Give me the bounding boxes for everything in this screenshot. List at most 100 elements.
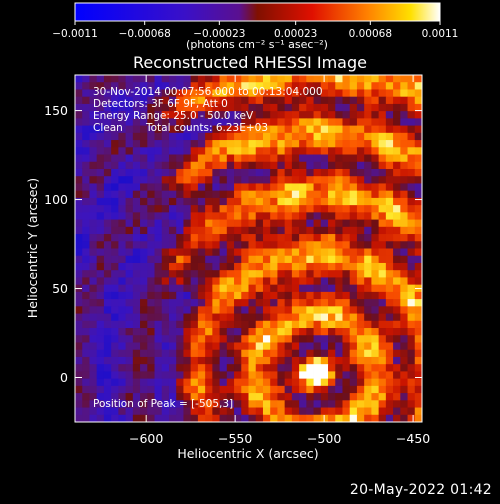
heatmap-cell (226, 414, 235, 422)
heatmap-cell (262, 378, 271, 387)
heatmap-cell (125, 407, 134, 416)
heatmap-cell (342, 364, 351, 372)
heatmap-cell (277, 132, 286, 141)
heatmap-cell (277, 306, 286, 314)
heatmap-cell (226, 262, 235, 271)
heatmap-cell (371, 168, 380, 177)
heatmap-cell (125, 349, 134, 358)
heatmap-cell (183, 414, 192, 422)
x-axis-label: Heliocentric X (arcsec) (177, 446, 318, 461)
heatmap-cell (111, 291, 119, 300)
heatmap-cell (75, 147, 83, 155)
heatmap-cell (248, 183, 257, 192)
heatmap-cell (176, 96, 184, 105)
heatmap-cell (385, 197, 394, 206)
heatmap-cell (378, 342, 387, 351)
heatmap-cell (212, 132, 220, 141)
heatmap-cell (270, 320, 278, 329)
heatmap-cell (103, 328, 112, 336)
heatmap-cell (393, 407, 401, 416)
heatmap-cell (299, 140, 307, 148)
heatmap-cell (407, 111, 416, 119)
heatmap-cell (262, 234, 271, 242)
heatmap-cell (190, 234, 199, 242)
heatmap-cell (96, 371, 105, 380)
heatmap-cell (400, 75, 408, 83)
heatmap-cell (205, 154, 213, 163)
heatmap-cell (371, 176, 380, 184)
heatmap-cell (342, 82, 351, 90)
heatmap-cell (111, 414, 119, 422)
heatmap-cell (118, 320, 127, 329)
heatmap-cell (190, 299, 199, 307)
heatmap-cell (111, 111, 119, 119)
heatmap-cell (118, 234, 127, 242)
heatmap-cell (364, 82, 372, 90)
heatmap-cell (393, 328, 401, 336)
heatmap-cell (241, 226, 249, 235)
heatmap-cell (234, 284, 242, 293)
heatmap-cell (385, 132, 394, 141)
heatmap-cell (176, 328, 184, 336)
heatmap-cell (103, 342, 112, 351)
heatmap-cell (364, 270, 372, 278)
heatmap-cell (356, 277, 365, 286)
heatmap-cell (147, 190, 155, 199)
heatmap-cell (414, 96, 422, 105)
heatmap-cell (400, 190, 408, 199)
heatmap-cell (125, 154, 134, 163)
heatmap-cell (277, 313, 286, 322)
heatmap-cell (284, 378, 293, 387)
heatmap-cell (262, 342, 271, 351)
heatmap-cell (328, 125, 336, 134)
heatmap-cell (147, 82, 155, 90)
heatmap-cell (161, 168, 170, 177)
heatmap-cell (248, 270, 257, 278)
heatmap-cell (190, 89, 199, 98)
heatmap-cell (320, 378, 329, 387)
heatmap-cell (400, 356, 408, 365)
heatmap-cell (414, 168, 422, 177)
heatmap-cell (219, 364, 228, 372)
heatmap-cell (183, 299, 192, 307)
heatmap-cell (183, 371, 192, 380)
heatmap-cell (147, 255, 155, 264)
heatmap-cell (393, 385, 401, 394)
heatmap-cell (118, 140, 127, 148)
heatmap-cell (96, 234, 105, 242)
heatmap-cell (349, 342, 358, 351)
heatmap-cell (262, 111, 271, 119)
heatmap-cell (270, 161, 278, 170)
heatmap-cell (197, 176, 206, 184)
heatmap-cell (313, 132, 322, 141)
heatmap-cell (147, 262, 155, 271)
heatmap-cell (313, 154, 322, 163)
heatmap-cell (132, 349, 141, 358)
heatmap-cell (205, 378, 213, 387)
heatmap-cell (103, 197, 112, 206)
heatmap-cell (89, 306, 98, 314)
heatmap-cell (284, 306, 293, 314)
heatmap-cell (393, 75, 401, 83)
heatmap-cell (364, 407, 372, 416)
heatmap-cell (255, 205, 264, 213)
heatmap-cell (328, 335, 336, 343)
heatmap-cell (284, 132, 293, 141)
heatmap-cell (349, 313, 358, 322)
heatmap-cell (342, 306, 351, 314)
heatmap-cell (284, 407, 293, 416)
heatmap-cell (219, 378, 228, 387)
heatmap-cell (320, 255, 329, 264)
heatmap-cell (291, 378, 300, 387)
heatmap-cell (328, 255, 336, 264)
heatmap-cell (414, 400, 422, 408)
heatmap-cell (400, 291, 408, 300)
heatmap-cell (75, 364, 83, 372)
heatmap-cell (125, 226, 134, 235)
heatmap-cell (176, 197, 184, 206)
heatmap-cell (349, 103, 358, 112)
heatmap-cell (284, 96, 293, 105)
heatmap-cell (356, 356, 365, 365)
heatmap-cell (335, 342, 343, 351)
